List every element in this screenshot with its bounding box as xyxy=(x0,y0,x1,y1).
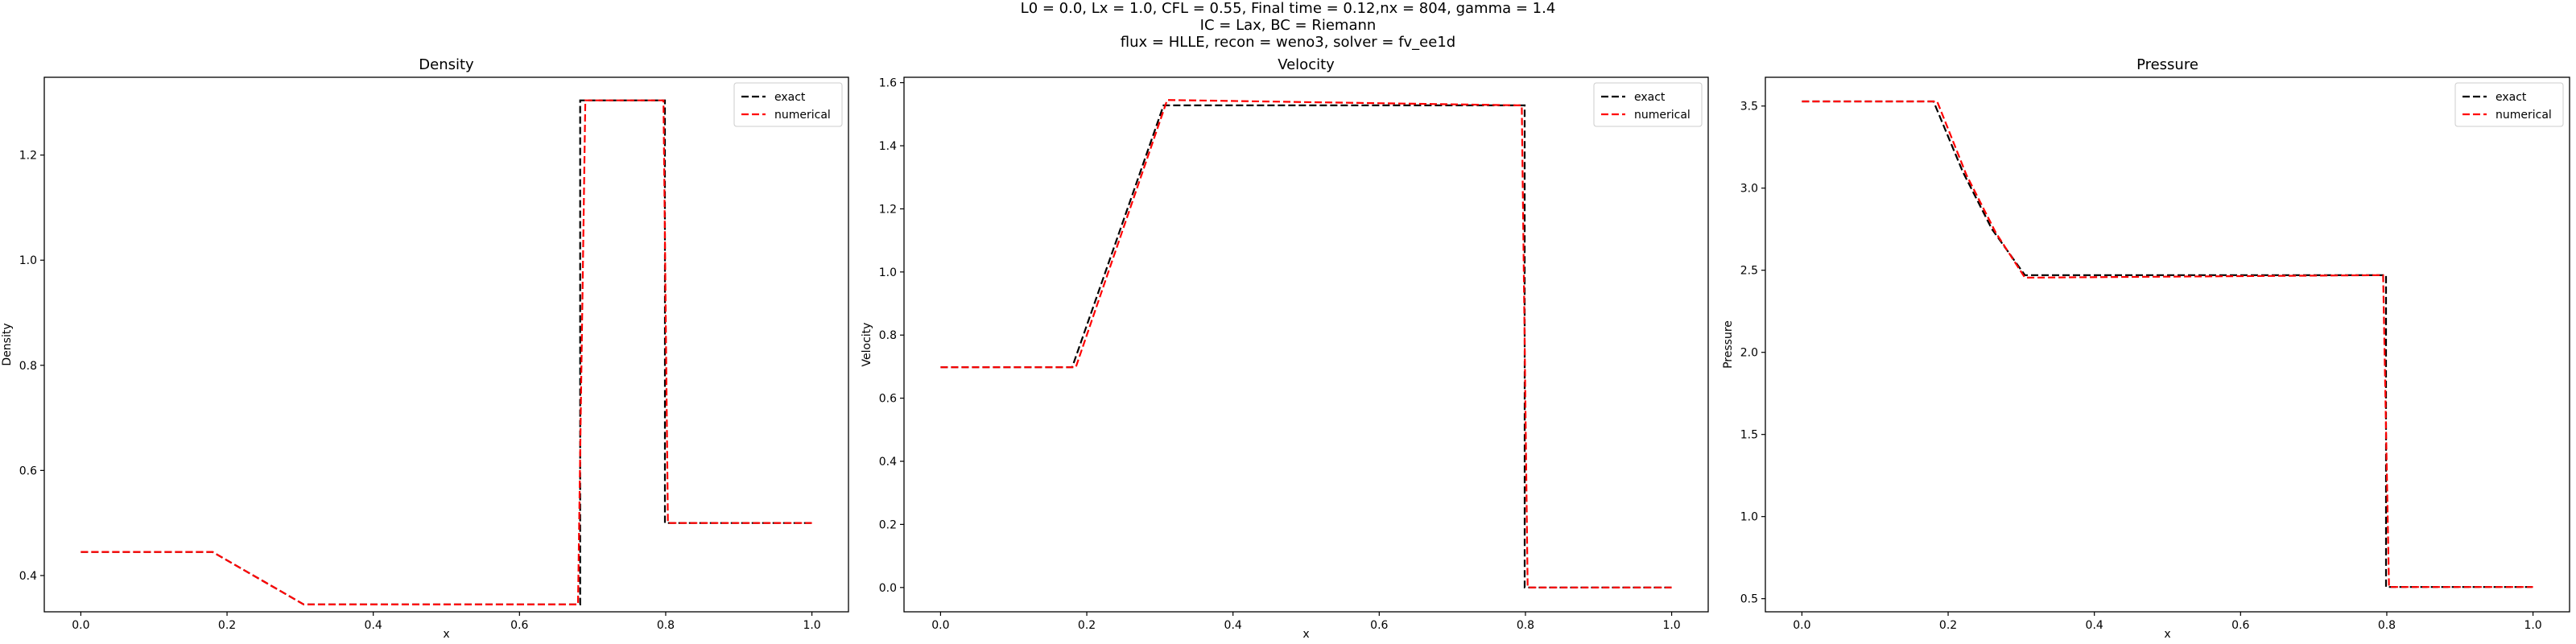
pressure-legend-box xyxy=(2454,82,2564,127)
pressure-ytick-label: 1.5 xyxy=(1740,429,1758,442)
velocity-ytick-label: 0.2 xyxy=(879,518,897,531)
velocity-ylabel: Velocity xyxy=(861,323,873,367)
velocity-ytick-label: 0.8 xyxy=(879,329,897,342)
velocity-xtick-label: 0.6 xyxy=(1370,619,1388,632)
pressure-ytick-label: 0.5 xyxy=(1740,593,1758,606)
velocity-xtick-label: 1.0 xyxy=(1662,619,1680,632)
pressure-series-exact xyxy=(1802,100,2533,588)
velocity-ytick-label: 0.6 xyxy=(879,393,897,406)
figure-suptitle-line-1: L0 = 0.0, Lx = 1.0, CFL = 0.55, Final ti… xyxy=(1020,0,1556,17)
density-series-numerical xyxy=(80,99,812,606)
density-xtick-label: 0.4 xyxy=(365,619,382,632)
velocity-title: Velocity xyxy=(1278,56,1335,73)
pressure-axes-frame xyxy=(1765,76,2570,613)
figure-suptitle-line-3: flux = HLLE, recon = weno3, solver = fv_… xyxy=(1120,34,1456,51)
density-title: Density xyxy=(419,56,474,73)
pressure-legend-label-exact: exact xyxy=(2496,91,2527,104)
velocity-series-numerical xyxy=(940,99,1672,588)
pressure-xtick-label: 0.0 xyxy=(1793,619,1810,632)
pressure-legend: exact numerical xyxy=(2454,82,2564,127)
pressure-ytick-label: 3.0 xyxy=(1740,183,1758,196)
density-legend-label-numerical: numerical xyxy=(774,109,831,122)
velocity-ytick-label: 1.6 xyxy=(879,77,897,90)
velocity-legend-label-exact: exact xyxy=(1634,91,1666,104)
velocity-axes-frame xyxy=(903,76,1709,613)
density-panel: Density 0.0 0.2 0.4 0.6 0.8 1.0 0.4 0.6 0.8 1.0 1.2… xyxy=(1,56,849,641)
pressure-series-group xyxy=(1802,100,2533,588)
density-xtick-label: 0.6 xyxy=(510,619,528,632)
velocity-ytick-label: 1.4 xyxy=(879,140,897,153)
density-xtick-label: 1.0 xyxy=(803,619,820,632)
pressure-xtick-label: 0.2 xyxy=(1939,619,1957,632)
velocity-legend: exact numerical xyxy=(1593,82,1703,127)
density-ylabel: Density xyxy=(1,323,14,365)
velocity-xtick-label: 0.0 xyxy=(931,619,949,632)
density-ytick-label: 0.8 xyxy=(19,360,37,373)
pressure-ytick-label: 1.0 xyxy=(1740,511,1758,524)
pressure-ytick-label: 2.5 xyxy=(1740,265,1758,278)
density-ytick-label: 1.2 xyxy=(19,150,37,163)
velocity-panel: Velocity 0.0 0.2 0.4 0.6 0.8 1.0 0.0 0.2 0.4 0.6 0.… xyxy=(861,56,1709,641)
pressure-panel: Pressure 0.0 0.2 0.4 0.6 0.8 1.0 0.5 1.0 1.5 2.0 2.… xyxy=(1722,56,2570,641)
density-xtick-label: 0.0 xyxy=(72,619,89,632)
density-series-group xyxy=(80,99,812,606)
pressure-ytick-label: 3.5 xyxy=(1740,101,1758,114)
velocity-ytick-label: 0.4 xyxy=(879,456,897,469)
velocity-legend-label-numerical: numerical xyxy=(1634,109,1690,122)
density-ytick-label: 0.6 xyxy=(19,464,37,477)
pressure-xlabel: x xyxy=(2164,628,2170,641)
figure-suptitle-line-2: IC = Lax, BC = Riemann xyxy=(1199,17,1377,34)
density-ytick-label: 1.0 xyxy=(19,254,37,267)
pressure-legend-label-numerical: numerical xyxy=(2496,109,2552,122)
density-axes-frame xyxy=(43,76,849,613)
velocity-xtick-label: 0.2 xyxy=(1078,619,1096,632)
velocity-ytick-label: 1.2 xyxy=(879,203,897,216)
density-legend: exact numerical xyxy=(733,82,843,127)
pressure-xtick-label: 0.4 xyxy=(2086,619,2103,632)
velocity-series-group xyxy=(940,99,1672,588)
density-legend-box xyxy=(733,82,843,127)
velocity-ytick-label: 1.0 xyxy=(879,266,897,279)
density-xtick-label: 0.2 xyxy=(218,619,236,632)
pressure-ylabel: Pressure xyxy=(1722,320,1735,369)
velocity-series-exact xyxy=(940,104,1672,588)
pressure-xtick-label: 0.6 xyxy=(2231,619,2249,632)
density-legend-label-exact: exact xyxy=(774,91,806,104)
velocity-ytick-label: 0.0 xyxy=(879,582,897,595)
pressure-xtick-label: 1.0 xyxy=(2524,619,2541,632)
velocity-xtick-label: 0.4 xyxy=(1224,619,1242,632)
pressure-title: Pressure xyxy=(2136,56,2198,73)
pressure-xtick-label: 0.8 xyxy=(2378,619,2396,632)
density-series-exact xyxy=(80,99,812,606)
velocity-xtick-label: 0.8 xyxy=(1517,619,1534,632)
pressure-series-numerical xyxy=(1802,100,2533,588)
density-xtick-label: 0.8 xyxy=(657,619,675,632)
velocity-legend-box xyxy=(1593,82,1703,127)
pressure-ytick-label: 2.0 xyxy=(1740,347,1758,360)
density-ytick-label: 0.4 xyxy=(19,570,37,583)
density-xlabel: x xyxy=(443,628,449,641)
velocity-xlabel: x xyxy=(1302,628,1309,641)
